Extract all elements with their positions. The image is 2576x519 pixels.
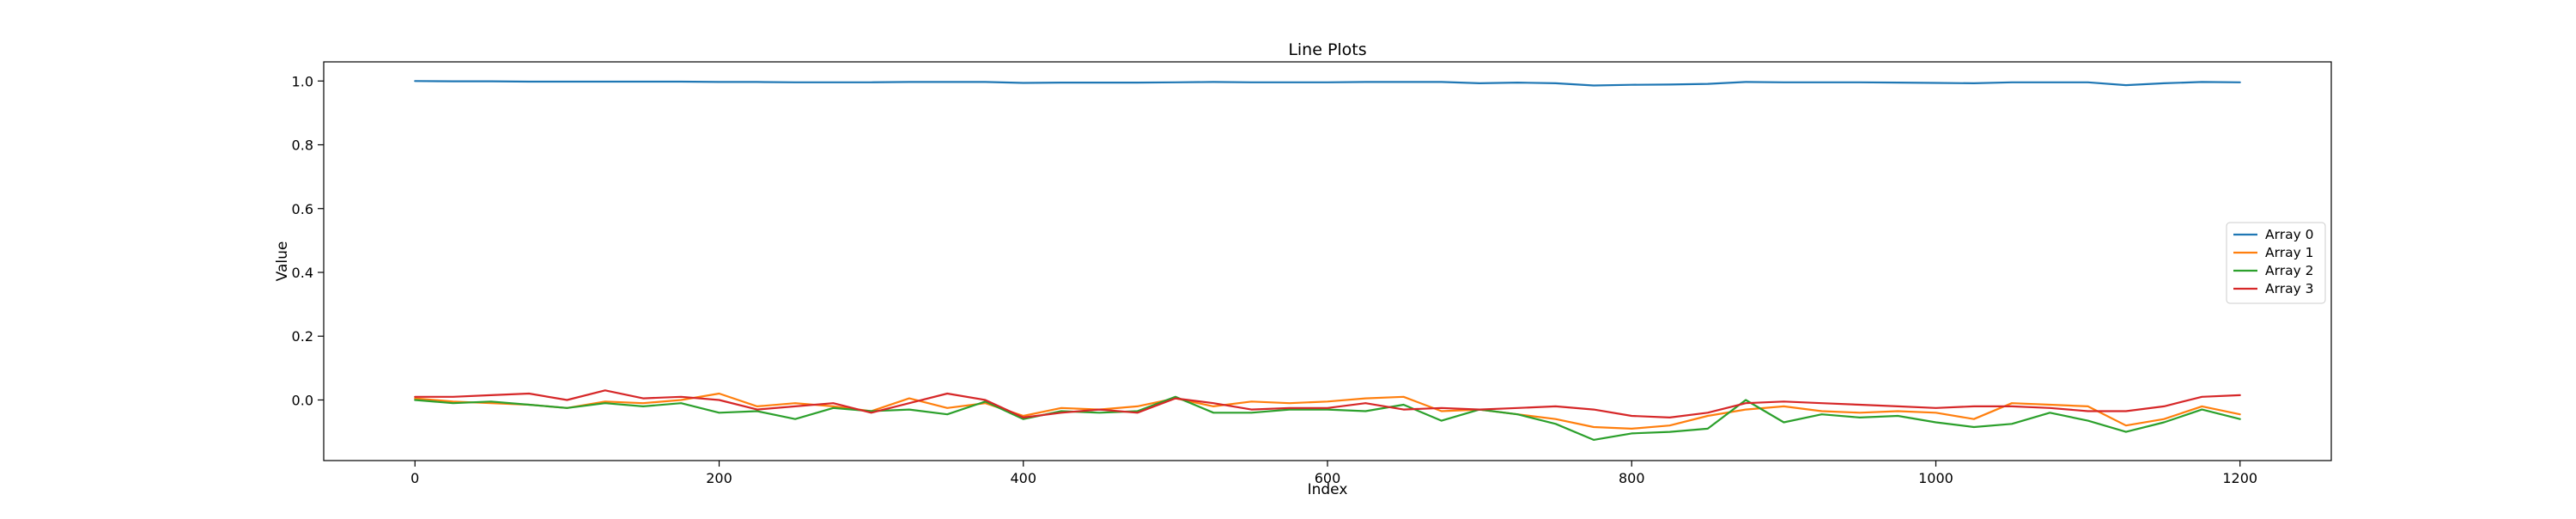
y-tick-label: 0.8 [292, 137, 313, 154]
x-tick-label: 0 [410, 470, 419, 486]
x-axis: 0 200 400 600 800 1000 1200 [410, 461, 2257, 486]
series-line-2 [414, 395, 2241, 441]
legend-label-2: Array 2 [2265, 263, 2314, 278]
x-axis-label: Index [1308, 481, 1348, 498]
x-tick-label: 1000 [1918, 470, 1953, 486]
legend-label-1: Array 1 [2265, 245, 2314, 260]
x-tick-label: 1200 [2222, 470, 2257, 486]
legend-label-0: Array 0 [2265, 227, 2314, 242]
y-tick-label: 0.0 [292, 392, 313, 408]
y-tick-label: 0.4 [292, 265, 313, 281]
plot-background [324, 62, 2331, 461]
x-tick-label: 600 [1315, 470, 1341, 486]
x-tick-label: 800 [1619, 470, 1645, 486]
series-line-1 [414, 392, 2241, 430]
y-tick-label: 0.2 [292, 328, 313, 345]
series-line-3 [414, 389, 2241, 418]
plot-area [323, 61, 2332, 461]
chart-title: Line Plots [1288, 40, 1366, 59]
legend-label-3: Array 3 [2265, 281, 2314, 296]
series-line-0 [414, 80, 2241, 87]
legend: Array 0 Array 1 Array 2 Array 3 [2226, 222, 2326, 304]
legend-box [2226, 222, 2326, 304]
y-axis-label: Value [274, 241, 291, 282]
y-tick-label: 0.6 [292, 201, 313, 217]
x-tick-label: 400 [1010, 470, 1036, 486]
y-tick-label: 1.0 [292, 73, 313, 89]
x-tick-label: 200 [706, 470, 732, 486]
y-axis: 0.0 0.2 0.4 0.6 0.8 1.0 [292, 73, 324, 408]
